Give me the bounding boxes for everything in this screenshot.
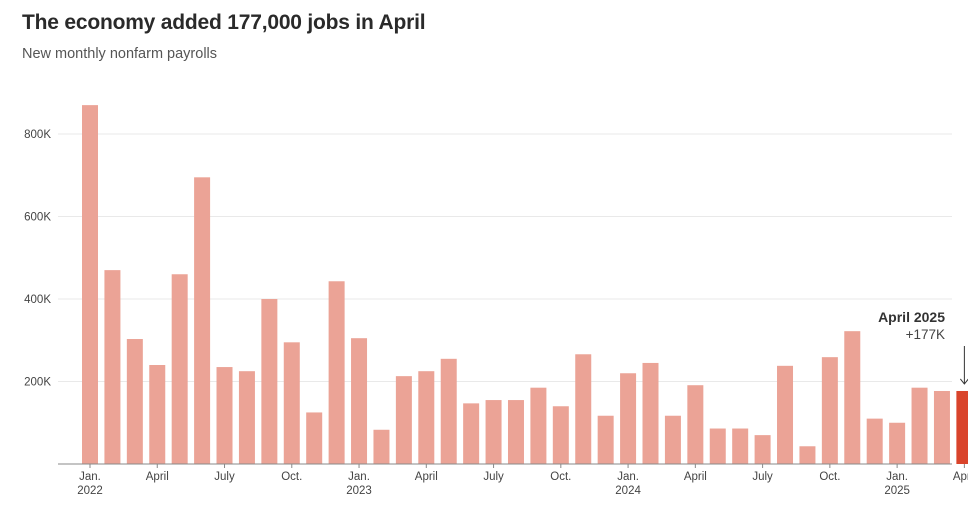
bar	[283, 342, 300, 464]
bar	[933, 390, 950, 464]
down-arrow-icon	[959, 346, 968, 385]
bar	[709, 428, 726, 464]
x-tick-year: 2024	[615, 485, 641, 497]
bar	[507, 400, 524, 464]
x-tick-label: April	[684, 471, 707, 483]
bar	[620, 373, 637, 464]
x-tick-year: 2025	[884, 485, 910, 497]
chart-title: The economy added 177,000 jobs in April	[22, 11, 426, 34]
annotation-value: +177K	[906, 327, 945, 342]
bar	[261, 299, 278, 464]
x-tick-label: July	[752, 471, 773, 483]
bars	[82, 105, 968, 464]
bar	[418, 371, 435, 464]
bar	[194, 177, 211, 464]
bar	[575, 354, 592, 464]
y-tick-label: 200K	[24, 377, 51, 389]
bar	[889, 422, 906, 464]
bar	[463, 403, 480, 464]
highlight-bar	[956, 390, 968, 464]
bar	[82, 105, 98, 464]
x-axis-ticks: Jan. 2022 April July Oct. Jan. 2023 April July Oc…	[77, 464, 968, 497]
x-tick-label: April	[146, 471, 169, 483]
x-tick-year: 2022	[77, 485, 103, 497]
bar	[597, 415, 614, 464]
bar	[149, 365, 166, 464]
x-tick-label: July	[483, 471, 504, 483]
bar	[216, 367, 233, 464]
x-tick-label: Oct.	[819, 471, 840, 483]
bar	[664, 415, 681, 464]
y-tick-label: 600K	[24, 212, 51, 224]
bar	[373, 429, 390, 464]
x-tick-label: Jan.	[79, 471, 101, 483]
bar	[530, 387, 547, 464]
annotation: April 2025 +177K	[878, 309, 968, 385]
bar	[395, 376, 412, 464]
x-tick-label: Oct.	[550, 471, 571, 483]
bar	[552, 406, 569, 464]
x-tick-label: Jan.	[617, 471, 639, 483]
x-tick-label: Jan.	[886, 471, 908, 483]
bar	[866, 418, 883, 464]
annotation-label: April 2025	[878, 309, 945, 325]
y-axis-ticks: 200K 400K 600K 800K	[24, 129, 51, 389]
chart-subtitle: New monthly nonfarm payrolls	[22, 46, 218, 62]
bar	[911, 387, 928, 464]
x-tick-label: Jan.	[348, 471, 370, 483]
bar	[126, 339, 143, 464]
bar	[440, 358, 457, 464]
bar	[328, 281, 345, 464]
y-tick-label: 800K	[24, 129, 51, 141]
x-tick-label: July	[214, 471, 235, 483]
x-tick-label: Oct.	[281, 471, 302, 483]
bar	[821, 357, 838, 464]
bar	[642, 362, 659, 464]
bar	[732, 428, 749, 464]
bar	[844, 331, 861, 464]
x-tick-label: April	[953, 471, 968, 483]
bar	[777, 365, 794, 464]
bar	[687, 385, 704, 464]
y-tick-label: 400K	[24, 294, 51, 306]
bar	[104, 270, 121, 464]
bar	[351, 338, 368, 464]
bar	[238, 371, 255, 464]
bar	[754, 435, 771, 464]
bar	[171, 274, 188, 464]
x-tick-year: 2023	[346, 485, 372, 497]
gridlines	[58, 133, 952, 382]
bar	[485, 400, 502, 464]
bar	[306, 412, 323, 464]
bar	[799, 446, 816, 464]
x-tick-label: April	[415, 471, 438, 483]
